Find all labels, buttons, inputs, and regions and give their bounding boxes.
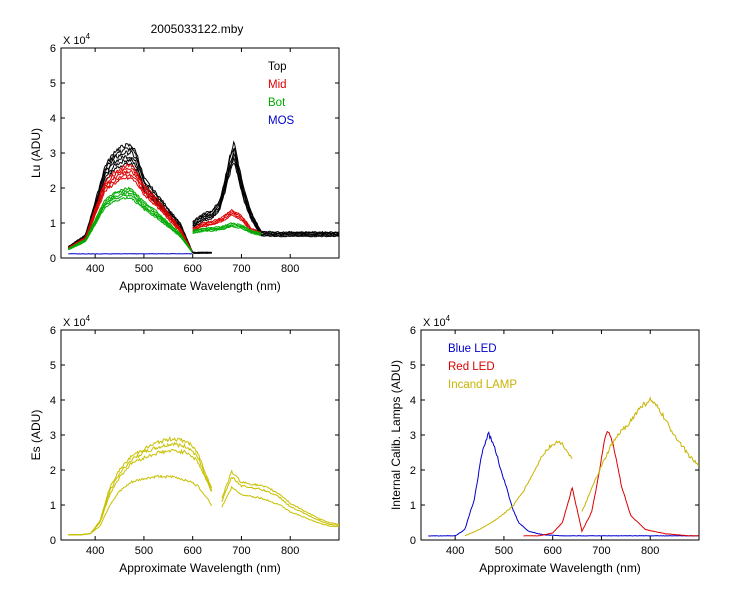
x-axis-label: Approximate Wavelength (nm) [119,561,281,575]
y-multiplier-exp: 4 [86,32,91,41]
x-tick-label: 700 [232,263,250,275]
y-tick-label: 0 [50,253,56,265]
y-multiplier-base: X 10 [63,35,86,47]
series-line [221,485,340,528]
series-line [523,430,700,537]
y-tick-label: 4 [410,395,416,407]
x-tick-label: 800 [641,545,659,557]
x-tick-label: 700 [232,545,250,557]
legend-entry: Incand LAMP [448,379,517,391]
y-multiplier: X 104 [63,32,91,47]
legend: Blue LED Red LED Incand LAMP [448,343,517,391]
y-tick-label: 3 [50,430,56,442]
series-line [192,208,262,233]
series-line [221,476,340,526]
series-line [192,149,340,235]
x-tick-label: 700 [592,545,610,557]
legend-entry: Red LED [448,361,495,373]
series-layer [68,435,340,536]
plot-frame [60,329,340,541]
y-tick-label: 3 [410,430,416,442]
y-tick-label: 6 [50,325,56,337]
series-line [192,140,340,234]
x-tick-label: 500 [495,545,513,557]
y-tick-label: 5 [410,360,416,372]
y-tick-label: 0 [50,535,56,547]
series-line [464,440,573,537]
legend-entry: Mid [268,79,287,91]
y-tick-label: 3 [50,148,56,160]
legend-entry: Blue LED [448,343,497,355]
legend-entry: MOS [268,115,295,127]
y-tick-label: 6 [50,43,56,55]
x-tick-label: 600 [544,545,562,557]
panel-lu: 400 500 600 700 800 0 1 2 3 4 5 6 Approximate Wave… [29,32,340,293]
y-axis-label: Lu (ADU) [29,128,43,178]
y-tick-label: 2 [50,183,56,195]
y-tick-label: 4 [50,395,56,407]
x-tick-label: 400 [86,263,104,275]
x-tick-label: 600 [184,545,202,557]
y-multiplier-base: X 10 [63,317,86,329]
y-tick-label: 1 [50,218,56,230]
y-axis: 0 1 2 3 4 5 6 [50,325,339,547]
y-multiplier: X 104 [423,314,451,329]
series-line [67,143,212,254]
legend-entry: Top [268,61,287,73]
series-line [68,448,213,536]
legend: Top Mid Bot MOS [268,61,295,127]
x-axis: 400 500 600 700 800 [86,48,299,275]
series-line [68,163,193,252]
series-line [192,152,339,236]
figure-title: 2005033122.mby [151,22,244,36]
plot-frame [420,329,700,541]
series-layer [67,140,340,255]
series-line [68,474,213,536]
y-axis-label: Internal Calib. Lamps (ADU) [389,360,403,510]
y-axis: 0 1 2 3 4 5 6 [410,325,699,547]
y-tick-label: 5 [50,78,56,90]
y-tick-label: 4 [50,113,56,125]
x-tick-label: 400 [86,545,104,557]
x-tick-label: 800 [281,545,299,557]
series-line [192,222,262,234]
y-axis-label: Es (ADU) [29,410,43,461]
x-axis: 400 500 600 700 800 [86,330,299,557]
y-multiplier-exp: 4 [446,314,451,323]
y-tick-label: 5 [50,360,56,372]
x-axis-label: Approximate Wavelength (nm) [119,279,281,293]
y-tick-label: 0 [410,535,416,547]
x-axis: 400 500 600 700 800 [446,330,659,557]
y-tick-label: 6 [410,325,416,337]
x-tick-label: 600 [184,263,202,275]
series-line [581,396,699,512]
x-tick-label: 500 [135,545,153,557]
y-multiplier-base: X 10 [423,317,446,329]
series-line [221,469,340,525]
y-tick-label: 1 [50,500,56,512]
legend-entry: Bot [268,97,286,109]
y-tick-label: 1 [410,500,416,512]
x-tick-label: 800 [281,263,299,275]
y-tick-label: 2 [50,465,56,477]
x-tick-label: 400 [446,545,464,557]
panel-es: 400 500 600 700 800 0 1 2 3 4 5 6 Approximate Wave… [29,314,340,575]
y-multiplier-exp: 4 [86,314,91,323]
x-axis-label: Approximate Wavelength (nm) [479,561,641,575]
y-axis: 0 1 2 3 4 5 6 [50,43,339,265]
y-tick-label: 2 [410,465,416,477]
series-layer [428,396,700,537]
series-line [68,186,193,252]
series-line [428,431,699,537]
x-tick-label: 500 [135,263,153,275]
panel-calib-lamps: 400 500 600 700 800 0 1 2 3 4 5 6 Approximate Wave… [389,314,700,575]
y-multiplier: X 104 [63,314,91,329]
